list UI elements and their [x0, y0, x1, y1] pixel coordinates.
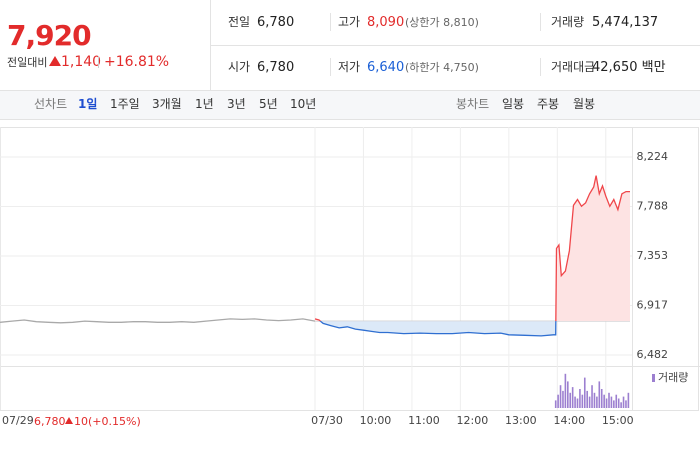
divider: [330, 13, 331, 31]
volume-bar: [579, 389, 581, 408]
price-line-up: [314, 175, 630, 322]
tab[interactable]: 1주일: [110, 97, 140, 111]
tab[interactable]: 1년: [195, 97, 214, 111]
volume-bar: [620, 402, 622, 408]
prev-change-pct: (+0.15%): [88, 415, 141, 428]
stat-value: 6,640: [367, 60, 405, 75]
tab[interactable]: 1일: [78, 97, 98, 111]
volume-bar: [610, 396, 613, 408]
volume-bar: [596, 396, 598, 408]
volume-bar: [591, 385, 593, 408]
volume-bar: [603, 394, 605, 408]
tab[interactable]: 주봉: [537, 97, 560, 111]
x-tick-label: 15:00: [602, 414, 634, 427]
stat-label: 저가: [338, 60, 361, 74]
volume-bar: [625, 400, 627, 408]
x-tick-label: 11:00: [408, 414, 440, 427]
volume-bar: [613, 400, 615, 408]
legend-label: 거래량: [658, 371, 688, 384]
volume-bar: [554, 400, 557, 408]
y-tick-label: 6,917: [637, 299, 669, 312]
tab[interactable]: 3년: [227, 97, 246, 111]
stat-value: 8,090: [367, 15, 405, 30]
prev-close: 6,780: [34, 415, 66, 428]
divider: [540, 13, 541, 31]
up-arrow: [49, 56, 61, 66]
volume-bar: [581, 394, 584, 408]
volume-bar: [564, 373, 567, 408]
y-tick-label: 8,224: [637, 150, 669, 163]
stat-label: 거래량: [551, 15, 585, 29]
volume-bar: [557, 394, 559, 408]
tab[interactable]: 3개월: [152, 97, 182, 111]
up-arrow: [65, 417, 73, 424]
volume-bar: [588, 396, 591, 408]
volume-bar: [562, 390, 564, 408]
x-tick-label: 07/29: [2, 414, 34, 427]
tab-bar: [0, 90, 700, 120]
divider: [210, 0, 211, 90]
y-tick-label: 7,788: [637, 200, 669, 213]
volume-bar: [559, 385, 562, 408]
x-tick-label: 13:00: [505, 414, 537, 427]
tab-group-label: 선차트: [34, 97, 68, 111]
tab-group-label: 봉차트: [456, 97, 490, 111]
volume-bar: [615, 394, 618, 408]
price-line-down: [319, 321, 557, 337]
stat-label: 전일: [228, 15, 251, 29]
divider: [98, 56, 99, 68]
volume-bar: [593, 392, 596, 408]
stat-note: (하한가 4,750): [405, 61, 479, 74]
current-price: 7,920: [7, 19, 92, 52]
stat-label: 고가: [338, 15, 361, 29]
area-up: [315, 175, 630, 322]
volume-bar: [571, 387, 574, 408]
stat-label: 시가: [228, 60, 251, 74]
change-label: 전일대비: [7, 56, 48, 69]
stat-value: 6,780: [257, 60, 295, 75]
legend-swatch: [652, 374, 655, 382]
volume-bar: [627, 392, 630, 408]
tab[interactable]: 10년: [290, 97, 317, 111]
volume-bar: [608, 392, 610, 408]
plot-frame: [0, 127, 699, 411]
change: 1,140: [61, 54, 102, 70]
tab[interactable]: 일봉: [502, 97, 525, 111]
stat-value: 5,474,137: [592, 15, 659, 30]
x-tick-label: 14:00: [553, 414, 585, 427]
stat-value: 6,780: [257, 15, 295, 30]
divider: [211, 45, 700, 46]
volume-bar: [617, 398, 620, 408]
prev-change: 10: [74, 415, 88, 428]
volume-bar: [576, 398, 579, 408]
divider: [540, 58, 541, 76]
x-tick-label: 07/30: [311, 414, 343, 427]
change-pct: +16.81%: [104, 54, 170, 70]
volume-bar: [586, 390, 588, 408]
volume-bar: [583, 377, 586, 408]
stat-note: (상한가 8,810): [405, 16, 479, 29]
x-tick-label: 10:00: [360, 414, 392, 427]
stat-value: 42,650 백만: [592, 60, 666, 75]
area-down: [315, 321, 630, 336]
price-line: [0, 318, 316, 324]
volume-bar: [569, 392, 572, 408]
tab[interactable]: 5년: [259, 97, 278, 111]
y-tick-label: 7,353: [637, 249, 669, 262]
y-tick-label: 6,482: [637, 348, 669, 361]
x-tick-label: 12:00: [457, 414, 489, 427]
volume-bar: [598, 381, 601, 408]
divider: [330, 58, 331, 76]
volume-bar: [574, 396, 576, 408]
stat-label: 거래대금: [551, 60, 596, 74]
volume-bar: [567, 381, 569, 408]
volume-bar: [600, 389, 603, 408]
volume-bar: [605, 398, 608, 408]
volume-bar: [622, 396, 625, 408]
tab[interactable]: 월봉: [573, 97, 596, 111]
